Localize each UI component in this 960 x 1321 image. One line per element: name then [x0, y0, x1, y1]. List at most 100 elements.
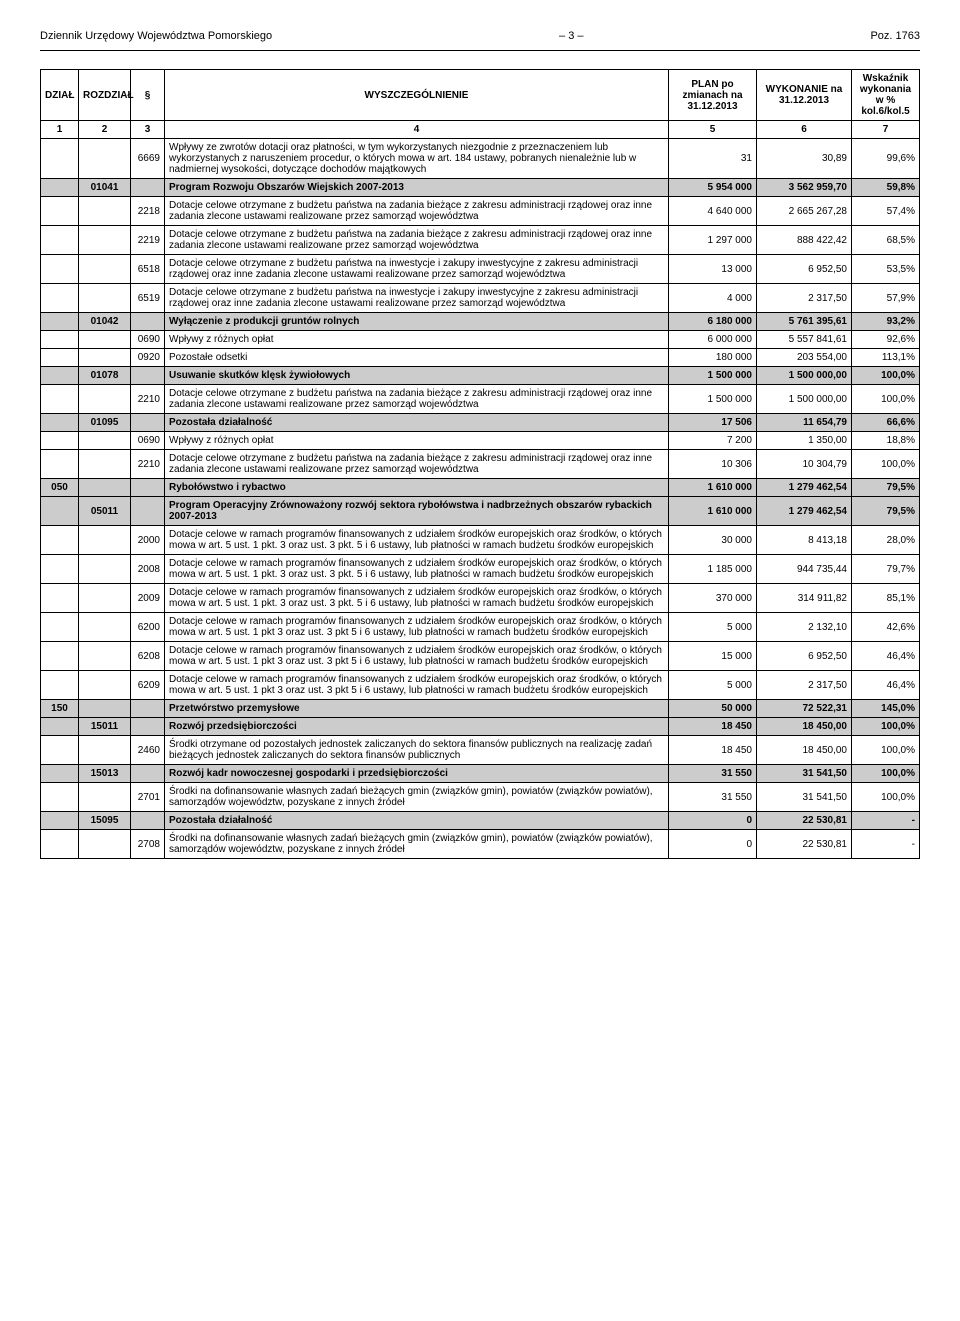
table-row: 6209Dotacje celowe w ramach programów fi…: [41, 671, 920, 700]
cell-desc: Dotacje celowe w ramach programów finans…: [165, 642, 669, 671]
table-header-row: DZIAŁ ROZDZIAŁ § WYSZCZEGÓLNIENIE PLAN p…: [41, 70, 920, 121]
cell-rozdzial: 01095: [79, 414, 131, 432]
table-row: 2210Dotacje celowe otrzymane z budżetu p…: [41, 450, 920, 479]
cell-rozdzial: [79, 139, 131, 179]
table-row: 6208Dotacje celowe w ramach programów fi…: [41, 642, 920, 671]
subhead-2: 2: [79, 121, 131, 139]
cell-wsk: 113,1%: [852, 349, 920, 367]
cell-wsk: 79,5%: [852, 497, 920, 526]
cell-wsk: 100,0%: [852, 450, 920, 479]
cell-par: 6519: [131, 284, 165, 313]
cell-desc: Dotacje celowe otrzymane z budżetu państ…: [165, 226, 669, 255]
cell-desc: Dotacje celowe otrzymane z budżetu państ…: [165, 284, 669, 313]
cell-wyk: 2 665 267,28: [757, 197, 852, 226]
header-right: Poz. 1763: [870, 30, 920, 42]
cell-wsk: 42,6%: [852, 613, 920, 642]
cell-wyk: 6 952,50: [757, 642, 852, 671]
cell-dzial: [41, 584, 79, 613]
cell-wyk: 30,89: [757, 139, 852, 179]
cell-wsk: -: [852, 812, 920, 830]
cell-desc: Wpływy ze zwrotów dotacji oraz płatności…: [165, 139, 669, 179]
cell-dzial: [41, 197, 79, 226]
cell-dzial: [41, 179, 79, 197]
cell-plan: 5 000: [669, 613, 757, 642]
cell-wyk: 1 279 462,54: [757, 479, 852, 497]
cell-plan: 7 200: [669, 432, 757, 450]
cell-wsk: 100,0%: [852, 765, 920, 783]
cell-par: [131, 700, 165, 718]
cell-rozdzial: [79, 736, 131, 765]
cell-dzial: [41, 671, 79, 700]
cell-wyk: 888 422,42: [757, 226, 852, 255]
cell-wyk: 2 317,50: [757, 671, 852, 700]
cell-rozdzial: [79, 700, 131, 718]
cell-plan: 18 450: [669, 736, 757, 765]
cell-rozdzial: [79, 555, 131, 584]
cell-desc: Dotacje celowe w ramach programów finans…: [165, 613, 669, 642]
cell-rozdzial: [79, 226, 131, 255]
table-row: 6519Dotacje celowe otrzymane z budżetu p…: [41, 284, 920, 313]
cell-dzial: [41, 450, 79, 479]
cell-par: 2460: [131, 736, 165, 765]
cell-plan: 18 450: [669, 718, 757, 736]
cell-wyk: 314 911,82: [757, 584, 852, 613]
cell-rozdzial: 01042: [79, 313, 131, 331]
cell-rozdzial: [79, 613, 131, 642]
cell-plan: 31 550: [669, 765, 757, 783]
cell-rozdzial: [79, 331, 131, 349]
cell-wsk: 68,5%: [852, 226, 920, 255]
cell-wyk: 18 450,00: [757, 736, 852, 765]
table-row: 2219Dotacje celowe otrzymane z budżetu p…: [41, 226, 920, 255]
page-header: Dziennik Urzędowy Województwa Pomorskieg…: [40, 30, 920, 42]
cell-plan: 0: [669, 812, 757, 830]
cell-wsk: 57,9%: [852, 284, 920, 313]
cell-wsk: 59,8%: [852, 179, 920, 197]
cell-plan: 1 610 000: [669, 479, 757, 497]
cell-rozdzial: [79, 783, 131, 812]
cell-desc: Program Rozwoju Obszarów Wiejskich 2007-…: [165, 179, 669, 197]
cell-desc: Przetwórstwo przemysłowe: [165, 700, 669, 718]
cell-wsk: 100,0%: [852, 367, 920, 385]
cell-par: 2708: [131, 830, 165, 859]
cell-dzial: [41, 349, 79, 367]
table-row: 6518Dotacje celowe otrzymane z budżetu p…: [41, 255, 920, 284]
cell-wyk: 5 761 395,61: [757, 313, 852, 331]
cell-plan: 0: [669, 830, 757, 859]
cell-wyk: 18 450,00: [757, 718, 852, 736]
cell-dzial: [41, 414, 79, 432]
table-row: 05011Program Operacyjny Zrównoważony roz…: [41, 497, 920, 526]
cell-wsk: 57,4%: [852, 197, 920, 226]
cell-wyk: 8 413,18: [757, 526, 852, 555]
cell-par: 6209: [131, 671, 165, 700]
cell-par: [131, 479, 165, 497]
table-row: 2008Dotacje celowe w ramach programów fi…: [41, 555, 920, 584]
cell-par: [131, 765, 165, 783]
table-row: 2000Dotacje celowe w ramach programów fi…: [41, 526, 920, 555]
cell-dzial: [41, 284, 79, 313]
cell-rozdzial: [79, 830, 131, 859]
cell-desc: Dotacje celowe otrzymane z budżetu państ…: [165, 450, 669, 479]
cell-par: [131, 414, 165, 432]
cell-par: 0920: [131, 349, 165, 367]
cell-wsk: 85,1%: [852, 584, 920, 613]
cell-par: [131, 497, 165, 526]
cell-plan: 31: [669, 139, 757, 179]
subhead-1: 1: [41, 121, 79, 139]
cell-desc: Wpływy z różnych opłat: [165, 331, 669, 349]
cell-desc: Rozwój kadr nowoczesnej gospodarki i prz…: [165, 765, 669, 783]
cell-desc: Program Operacyjny Zrównoważony rozwój s…: [165, 497, 669, 526]
cell-dzial: [41, 613, 79, 642]
cell-dzial: [41, 432, 79, 450]
cell-plan: 13 000: [669, 255, 757, 284]
cell-wsk: 18,8%: [852, 432, 920, 450]
cell-rozdzial: [79, 526, 131, 555]
cell-dzial: [41, 642, 79, 671]
cell-rozdzial: [79, 284, 131, 313]
cell-wyk: 944 735,44: [757, 555, 852, 584]
col-rozdzial: ROZDZIAŁ: [79, 70, 131, 121]
cell-par: 6200: [131, 613, 165, 642]
cell-dzial: [41, 812, 79, 830]
cell-dzial: [41, 313, 79, 331]
cell-desc: Dotacje celowe w ramach programów finans…: [165, 555, 669, 584]
cell-wyk: 6 952,50: [757, 255, 852, 284]
